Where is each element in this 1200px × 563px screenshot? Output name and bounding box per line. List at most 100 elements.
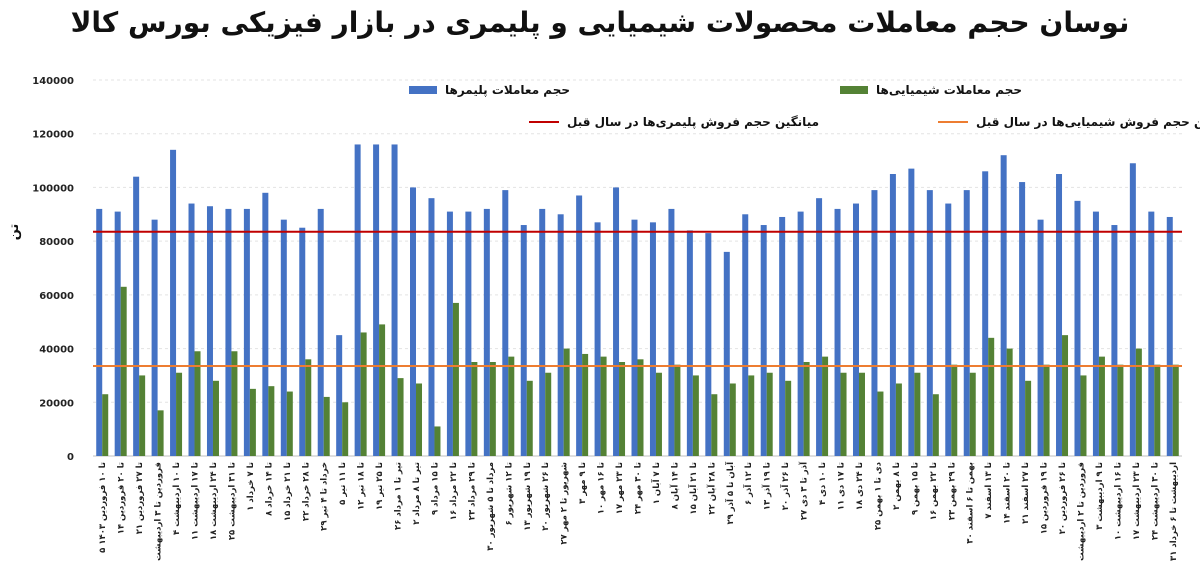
bar-chemicals xyxy=(766,372,773,456)
bar-chemicals xyxy=(379,324,386,456)
bar-chemicals xyxy=(932,394,939,456)
bar-polymers xyxy=(871,190,878,456)
x-tick-label: ۲۷ آذر تا ۳ دی xyxy=(798,461,810,520)
bar-polymers xyxy=(816,198,823,456)
bar-chemicals xyxy=(397,378,404,456)
bar-chemicals xyxy=(176,372,183,456)
x-tick-label: ۱ تا ۷ خرداد xyxy=(246,462,256,511)
legend-swatch xyxy=(409,86,437,94)
bar-chemicals xyxy=(803,362,810,456)
x-tick-label: ۲۳ تا ۲۹ بهمن xyxy=(947,462,957,520)
legend-label: میانگین حجم فروش پلیمری‌ها در سال قبل xyxy=(567,115,819,130)
x-tick-label: ۱۰ تا ۱۶ اردیبهشت xyxy=(1113,462,1123,540)
x-tick-label: ۲۱ تا ۲۷ اسفند xyxy=(1021,462,1031,524)
bar-chemicals xyxy=(212,380,219,456)
bar-polymers xyxy=(446,211,453,456)
bar-polymers xyxy=(613,187,620,456)
bar-chemicals xyxy=(969,372,976,456)
bar-polymers xyxy=(945,203,952,456)
bar-polymers xyxy=(373,144,380,456)
x-tick-label: ۸ تا ۱۴ آبان xyxy=(668,462,680,509)
x-tick-label: ۱۳ تا ۱۹ آذر xyxy=(761,462,773,510)
x-tick-label: ۱۴ تا ۲۰ فروردین xyxy=(117,462,127,534)
bar-polymers xyxy=(1074,200,1081,456)
legend-label: حجم معاملات پلیمرها xyxy=(445,83,570,97)
x-tick-label: ۲۹ آبان تا ۵ آذر xyxy=(724,461,736,525)
bar-chemicals xyxy=(785,380,792,456)
legend-label: حجم معاملات شیمیایی‌ها xyxy=(876,83,1022,97)
bar-chemicals xyxy=(360,332,367,456)
x-tick-label: ۱۱ تا ۱۷ اردیبهشت xyxy=(191,462,201,540)
x-tick-label: ۱۰ تا ۱۶ مهر xyxy=(597,462,607,514)
bar-chemicals xyxy=(508,356,515,456)
x-tick-label: ۱۵ تا ۲۱ خرداد xyxy=(283,462,293,521)
bar-chemicals xyxy=(600,356,607,456)
bar-polymers xyxy=(852,203,859,456)
gridlines xyxy=(93,79,1182,457)
bar-chemicals xyxy=(619,362,626,456)
x-tick-label: ۱۸ تا ۲۴ اردیبهشت xyxy=(209,462,219,540)
bar-chemicals xyxy=(526,380,533,456)
bar-chemicals xyxy=(1135,348,1142,456)
bar-chemicals xyxy=(674,364,681,456)
x-tick-label: ۱۴ تا ۲۰ اسفند xyxy=(1003,462,1013,524)
x-tick-label: ۶ تا ۱۲ آذر xyxy=(742,462,754,505)
bar-polymers xyxy=(908,168,915,456)
y-tick-label: 80000 xyxy=(39,237,74,248)
bar-chemicals xyxy=(249,388,256,456)
x-tick-label: ۱۶ تا ۲۲ بهمن xyxy=(929,462,939,520)
bar-chemicals xyxy=(914,372,921,456)
legend-swatch xyxy=(840,86,868,94)
bar-chemicals xyxy=(988,337,995,456)
bar-chemicals xyxy=(545,372,552,456)
y-tick-label: 60000 xyxy=(39,291,74,302)
bar-chemicals xyxy=(692,375,699,456)
bar-polymers xyxy=(1148,211,1155,456)
bar-polymers xyxy=(1000,155,1007,456)
bar-chemicals xyxy=(286,391,293,456)
bar-polymers xyxy=(1129,163,1136,456)
bar-polymers xyxy=(649,222,656,456)
x-tick-label: ۷ تا ۱۳ اسفند xyxy=(984,462,994,519)
bar-polymers xyxy=(963,190,970,456)
bar-polymers xyxy=(926,190,933,456)
bar-polymers xyxy=(576,195,583,456)
bar-polymers xyxy=(557,214,564,456)
bar-chemicals xyxy=(729,383,736,456)
bar-chemicals xyxy=(1006,348,1013,456)
y-tick-label: 140000 xyxy=(32,76,74,87)
bar-polymers xyxy=(391,144,398,456)
bar-polymers xyxy=(1166,216,1173,456)
x-tick-label: ۲ تا ۸ بهمن xyxy=(892,462,902,510)
x-tick-label: ۸ تا ۱۴ خرداد xyxy=(264,462,274,516)
x-tick-label: ۲۲ تا ۲۸ خرداد xyxy=(301,462,311,521)
x-tick-label: ۲ تیر تا ۸ مرداد xyxy=(412,462,422,525)
bar-chemicals xyxy=(1062,335,1069,456)
bar-polymers xyxy=(686,230,693,456)
x-tick-label: ۲۷ فروردین تا ۲ اردیبهشت xyxy=(1076,462,1086,563)
y-tick-label: 40000 xyxy=(39,345,74,356)
y-tick-label: 120000 xyxy=(32,130,74,141)
x-tick-label: ۲۵ دی تا ۱ بهمن xyxy=(873,461,883,530)
x-tick-label: ۳۰ مرداد تا ۵ شهریور xyxy=(486,462,496,551)
bar-polymers xyxy=(1092,211,1099,456)
x-tick-label: ۲۵ تا ۳۱ اردیبهشت xyxy=(227,462,237,540)
bar-polymers xyxy=(742,214,749,456)
bar-chemicals xyxy=(637,359,644,456)
bar-polymers xyxy=(299,227,306,456)
x-tick-label: ۹ تا ۱۵ بهمن xyxy=(910,462,920,515)
bar-polymers xyxy=(483,208,490,456)
bar-chemicals xyxy=(895,383,902,456)
x-tick-label: ۱۷ تا ۲۳ مهر xyxy=(615,462,625,514)
x-tick-label: ۴ تا ۱۰ دی xyxy=(818,462,828,505)
bar-chemicals xyxy=(452,302,459,456)
bar-chemicals xyxy=(139,375,146,456)
bar-polymers xyxy=(594,222,601,456)
x-tick-label: ۲۰ تا ۲۶ فروردین xyxy=(1058,462,1068,534)
bar-polymers xyxy=(96,208,103,456)
bar-polymers xyxy=(243,208,250,456)
bar-polymers xyxy=(1056,174,1063,456)
bar-chemicals xyxy=(434,426,441,456)
x-tick-label: ۱۵ تا ۲۱ آبان xyxy=(687,462,699,515)
x-axis-ticks: ۵ تا ۱۰ فروردین ۱۴۰۳ ۱۴ تا ۲۰ فروردین ۲۱ ت… xyxy=(98,461,1179,563)
